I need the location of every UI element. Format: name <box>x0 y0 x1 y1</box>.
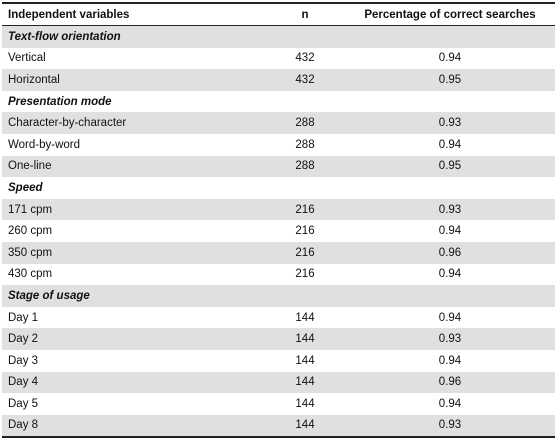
table-row: Word-by-word 288 0.94 <box>2 134 555 156</box>
row-n: 216 <box>295 268 315 281</box>
row-percentage: 0.95 <box>438 160 462 173</box>
header-independent-variables: Independent variables <box>8 8 130 21</box>
row-percentage: 0.94 <box>438 52 462 65</box>
section-row: Stage of usage <box>2 285 555 307</box>
row-n: 432 <box>295 73 315 86</box>
table-row: 350 cpm 216 0.96 <box>2 241 555 264</box>
row-label: Character-by-character <box>8 117 127 130</box>
row-n: 144 <box>295 397 315 410</box>
row-label: Day 5 <box>8 397 39 410</box>
section-title: Speed <box>8 181 43 194</box>
row-n: 288 <box>295 160 315 173</box>
row-n: 144 <box>295 333 315 346</box>
row-label: Word-by-word <box>8 138 80 151</box>
row-label: 260 cpm <box>8 225 53 238</box>
row-n: 144 <box>295 419 315 432</box>
row-n: 288 <box>295 138 315 151</box>
section-row: Speed <box>2 177 555 199</box>
row-percentage: 0.94 <box>438 354 462 367</box>
table-body: Text-flow orientation Vertical 432 0.94 Hori… <box>2 26 555 437</box>
row-n: 216 <box>295 246 315 259</box>
row-n: 144 <box>295 354 315 367</box>
row-label: One-line <box>8 160 52 173</box>
row-label: Day 8 <box>8 419 39 432</box>
table-row: One-line 288 0.95 <box>2 155 555 178</box>
row-n: 288 <box>295 117 315 130</box>
row-percentage: 0.96 <box>438 376 462 389</box>
row-label: Day 4 <box>8 376 39 389</box>
row-percentage: 0.95 <box>438 73 462 86</box>
row-label: 171 cpm <box>8 203 53 216</box>
row-percentage: 0.93 <box>438 117 462 130</box>
table-row: 430 cpm 216 0.94 <box>2 264 555 286</box>
row-percentage: 0.94 <box>438 138 462 151</box>
row-n: 216 <box>295 225 315 238</box>
table-row: Character-by-character 288 0.93 <box>2 112 555 134</box>
row-percentage: 0.94 <box>438 311 462 324</box>
row-label: Day 3 <box>8 354 39 367</box>
row-label: Day 2 <box>8 333 39 346</box>
table-row: 260 cpm 216 0.94 <box>2 220 555 242</box>
table-row: 171 cpm 216 0.93 <box>2 198 555 221</box>
row-label: 350 cpm <box>8 246 53 259</box>
section-title: Stage of usage <box>8 289 90 302</box>
table-row: Day 1 144 0.94 <box>2 307 555 329</box>
row-n: 432 <box>295 52 315 65</box>
row-label: 430 cpm <box>8 268 53 281</box>
row-percentage: 0.94 <box>438 268 462 281</box>
row-label: Horizontal <box>8 73 60 86</box>
table-header-row: Independent variables n Percentage of co… <box>2 4 555 26</box>
table-row: Day 4 144 0.96 <box>2 371 555 394</box>
table-row: Day 3 144 0.94 <box>2 350 555 372</box>
section-title: Text-flow orientation <box>8 30 121 43</box>
header-percentage-correct: Percentage of correct searches <box>364 8 536 21</box>
header-n: n <box>301 8 309 21</box>
table-row: Horizontal 432 0.95 <box>2 69 555 91</box>
table-row: Day 5 144 0.94 <box>2 393 555 415</box>
section-row: Presentation mode <box>2 91 555 113</box>
row-percentage: 0.93 <box>438 419 462 432</box>
row-n: 216 <box>295 203 315 216</box>
row-percentage: 0.93 <box>438 203 462 216</box>
table-row: Vertical 432 0.94 <box>2 48 555 70</box>
table-row: Day 2 144 0.93 <box>2 328 555 350</box>
row-percentage: 0.94 <box>438 225 462 238</box>
row-n: 144 <box>295 376 315 389</box>
row-percentage: 0.94 <box>438 397 462 410</box>
row-percentage: 0.96 <box>438 246 462 259</box>
section-row: Text-flow orientation <box>2 26 555 48</box>
row-percentage: 0.93 <box>438 333 462 346</box>
section-title: Presentation mode <box>8 95 112 108</box>
row-label: Day 1 <box>8 311 39 324</box>
table-row: Day 8 144 0.93 <box>2 414 555 437</box>
row-label: Vertical <box>8 52 46 65</box>
row-n: 144 <box>295 311 315 324</box>
